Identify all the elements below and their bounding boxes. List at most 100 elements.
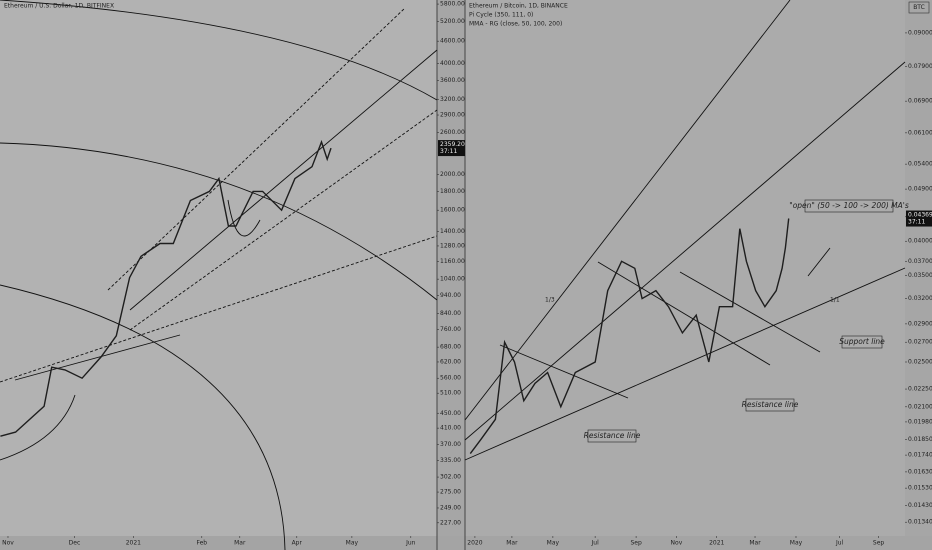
annotation: "open" (50 -> 100 -> 200) MA's: [789, 201, 909, 210]
annotation: 1/3: [545, 297, 555, 304]
support-line: [464, 267, 906, 461]
y-tick-label: 302.00: [440, 474, 461, 481]
x-tick-label: Apr: [292, 540, 303, 547]
price-tag: [438, 140, 465, 157]
x-tick-label: Jul: [835, 540, 844, 547]
resistance-line: [499, 344, 629, 399]
y-tick-label: 410.00: [440, 425, 461, 432]
chart-title: Ethereum / Bitcoin, 1D, BINANCE: [469, 3, 568, 10]
price-line: [469, 218, 790, 455]
x-tick-label: Nov: [2, 540, 14, 547]
resistance-line: [679, 271, 821, 353]
y-tick-label: 510.00: [440, 390, 461, 397]
price-tag: [906, 210, 932, 227]
x-tick-label: Nov: [671, 540, 683, 547]
right-price-axis: [905, 0, 932, 550]
y-tick-label: 840.00: [440, 310, 461, 317]
y-tick-label: 450.00: [440, 410, 461, 417]
price-tag-label: 0.043699: [908, 212, 932, 219]
x-tick-label: May: [547, 540, 560, 547]
channel: [107, 7, 406, 291]
channel: [129, 49, 438, 311]
x-tick-label: 2020: [467, 540, 482, 547]
y-tick-label: 620.00: [440, 358, 461, 365]
countdown: 37:11: [908, 219, 925, 226]
currency-label: BTC: [913, 4, 925, 11]
price-tag-label: 2359.20: [440, 141, 465, 148]
channel: [129, 109, 438, 331]
y-tick-label: 5800.00: [440, 1, 465, 8]
fan-line: [464, 61, 906, 441]
y-tick-label: 760.00: [440, 326, 461, 333]
time-axis: [0, 536, 932, 550]
x-tick-label: Sep: [630, 540, 642, 547]
y-tick-label: 2600.00: [440, 129, 465, 136]
y-tick-label: 3600.00: [440, 77, 465, 84]
chart-title: Ethereum / U.S. Dollar, 1D, BITFINEX: [4, 3, 114, 10]
y-tick-label: 2900.00: [440, 112, 465, 119]
y-tick-label: 1040.00: [440, 276, 465, 283]
annotation-box: [841, 335, 883, 349]
x-tick-label: May: [346, 540, 359, 547]
y-tick-label: 4000.00: [440, 60, 465, 67]
channel: [0, 235, 438, 383]
arc: [0, 0, 438, 101]
annotation: Support line: [839, 337, 885, 346]
x-tick-label: Mar: [234, 540, 246, 547]
x-tick-label: Jul: [591, 540, 600, 547]
y-tick-label: 680.00: [440, 344, 461, 351]
y-tick-label: 2000.00: [440, 171, 465, 178]
annotation-box: [587, 429, 637, 443]
indicator-label: MMA - RG (close, 50, 100, 200): [469, 21, 562, 28]
y-tick-label: 5200.00: [440, 18, 465, 25]
arc: [0, 142, 438, 301]
x-tick-label: Jun: [405, 540, 416, 547]
y-tick-label: 3200.00: [440, 96, 465, 103]
right-drawings: [464, 0, 930, 461]
x-tick-label: Sep: [873, 540, 885, 547]
channel: [14, 334, 181, 381]
annotation-box: [804, 199, 894, 213]
arc: [227, 199, 261, 237]
fan-line: [464, 0, 791, 421]
right-pane: [465, 0, 905, 536]
arc: [0, 284, 286, 550]
y-tick-label: 227.00: [440, 519, 461, 526]
y-tick-label: 1280.00: [440, 242, 465, 249]
y-tick-label: 335.00: [440, 457, 461, 464]
resistance-line: [597, 261, 771, 366]
y-tick-label: 4600.00: [440, 38, 465, 45]
y-tick-label: 560.00: [440, 375, 461, 382]
annotation: Resistance line: [742, 400, 799, 409]
x-tick-label: Dec: [69, 540, 81, 547]
y-tick-label: 249.00: [440, 504, 461, 511]
y-tick-label: 0.013400: [908, 519, 932, 526]
y-tick-label: 940.00: [440, 292, 461, 299]
y-tick-label: 370.00: [440, 441, 461, 448]
x-tick-label: Mar: [506, 540, 518, 547]
currency-box: [908, 1, 930, 14]
indicator-label: Pi Cycle (350, 111, 0): [469, 12, 533, 19]
y-tick-label: 1600.00: [440, 207, 465, 214]
arrow: [807, 247, 831, 277]
